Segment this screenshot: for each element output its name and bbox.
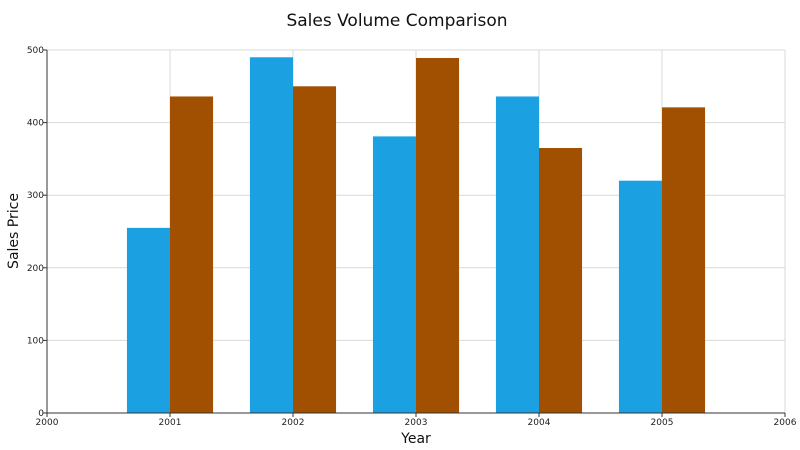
x-tick-label: 2004 xyxy=(528,418,551,428)
y-axis-label: Sales Price xyxy=(6,193,22,269)
x-axis-label: Year xyxy=(400,431,431,447)
x-tick-label: 2005 xyxy=(651,418,674,428)
bar-series-1 xyxy=(495,96,539,414)
y-tick-label: 0 xyxy=(38,409,44,419)
bar-series-1 xyxy=(618,180,662,413)
x-tick-label: 2006 xyxy=(774,418,797,428)
bar-series-2 xyxy=(662,107,706,413)
bars xyxy=(126,57,706,414)
bar-series-2 xyxy=(170,96,214,414)
y-tick-label: 300 xyxy=(27,191,44,201)
y-tick-label: 100 xyxy=(27,336,44,346)
bar-series-1 xyxy=(126,227,170,413)
bar-series-2 xyxy=(293,86,337,414)
axes xyxy=(46,50,785,414)
chart-title: Sales Volume Comparison xyxy=(286,11,507,31)
bar-series-1 xyxy=(249,57,293,413)
bar-series-1 xyxy=(372,136,416,414)
bar-series-2 xyxy=(416,57,460,414)
x-tick-label: 2000 xyxy=(36,418,59,428)
x-tick-labels: 2000 2001 2002 2003 2004 2005 2006 xyxy=(36,418,797,428)
y-tick-label: 500 xyxy=(27,46,44,56)
bar-series-2 xyxy=(539,148,583,413)
x-tick-label: 2003 xyxy=(405,418,428,428)
y-tick-labels: 0 100 200 300 400 500 xyxy=(27,46,44,419)
y-tick-label: 200 xyxy=(27,264,44,274)
y-tick-label: 400 xyxy=(27,119,44,129)
x-tick-label: 2001 xyxy=(159,418,182,428)
x-tick-label: 2002 xyxy=(282,418,305,428)
